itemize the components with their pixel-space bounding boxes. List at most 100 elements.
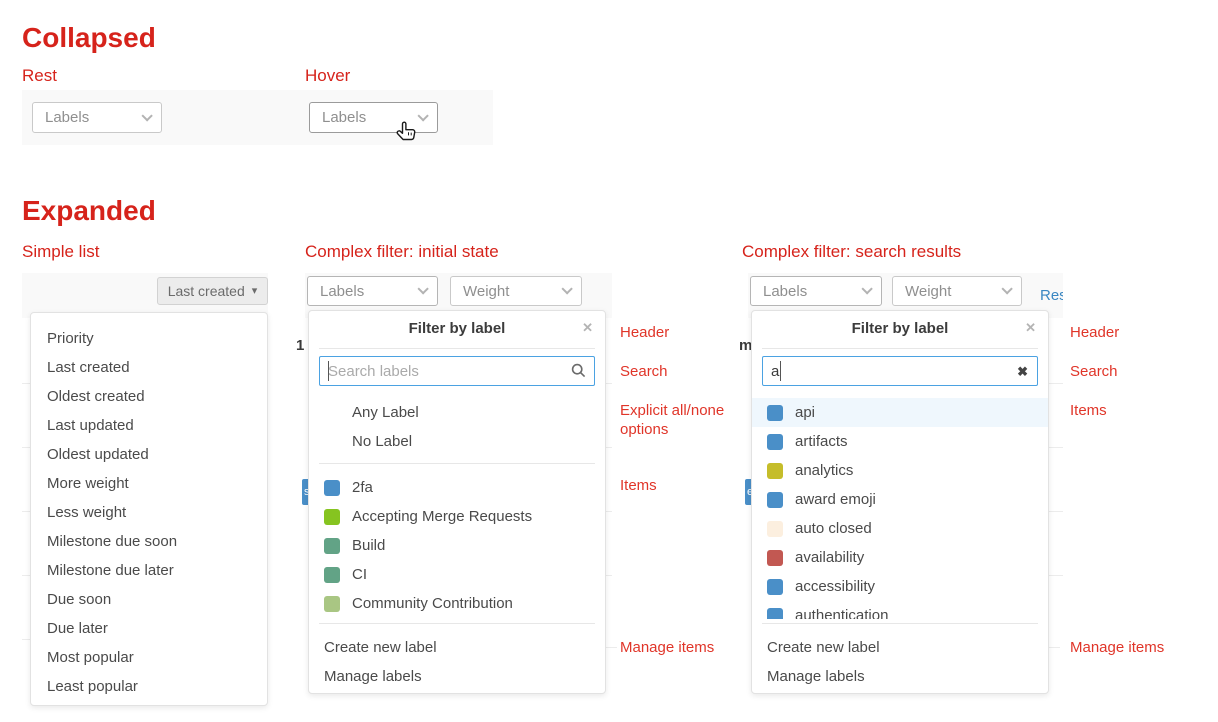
backdrop-row-line	[22, 511, 30, 512]
label-items-list: 2fa Accepting Merge Requests Build CI Co…	[309, 473, 605, 618]
label-row-highlighted[interactable]: api	[752, 398, 1048, 427]
label-color-swatch	[767, 433, 783, 450]
sort-option[interactable]: Milestone due later	[47, 562, 174, 579]
backdrop-row-line	[606, 447, 612, 448]
sort-option[interactable]: Least popular	[47, 678, 138, 695]
no-label-option[interactable]: No Label	[352, 433, 413, 450]
label-row-clipped[interactable]: authentication	[752, 601, 1048, 619]
weight-filter-label: Weight	[905, 282, 952, 300]
label-row[interactable]: accessibility	[752, 572, 1048, 601]
label-search-input[interactable]	[762, 356, 1038, 386]
label-row[interactable]: analytics	[752, 456, 1048, 485]
label-name: Accepting Merge Requests	[352, 508, 533, 525]
label-name: analytics	[795, 462, 854, 479]
close-icon[interactable]: ✕	[1025, 320, 1036, 335]
labels-dropdown-button-rest[interactable]: Labels	[32, 102, 162, 133]
any-label-option[interactable]: Any Label	[352, 404, 419, 421]
backdrop-row-line	[606, 575, 612, 576]
sort-dropdown-button[interactable]: Last created ▾	[157, 277, 268, 305]
panel-title: Filter by label	[408, 320, 506, 337]
sort-option[interactable]: Last created	[47, 359, 130, 376]
label-name: Build	[352, 537, 386, 554]
text-caret	[780, 361, 781, 381]
label-row[interactable]: Build	[309, 531, 605, 560]
sort-option[interactable]: Most popular	[47, 649, 134, 666]
filter-by-label-panel: Filter by label ✕ Any Label No Label 2fa…	[308, 310, 606, 694]
reset-link[interactable]: Res	[1040, 287, 1063, 304]
labels-filter-button[interactable]: Labels	[307, 276, 438, 306]
label-color-swatch	[324, 595, 340, 612]
labels-dropdown-label: Labels	[322, 109, 367, 126]
annotation-manage-items: Manage items	[620, 639, 715, 656]
backdrop-row-line	[22, 383, 30, 384]
weight-filter-label: Weight	[463, 282, 510, 300]
label-name: Community Contribution	[352, 595, 513, 612]
backdrop-row-line	[606, 383, 612, 384]
sort-option[interactable]: Less weight	[47, 504, 127, 521]
label-name: api	[795, 404, 816, 421]
sort-button-label: Last created	[167, 283, 245, 299]
create-new-label-item[interactable]: Create new label	[767, 639, 880, 656]
sort-option[interactable]: Oldest created	[47, 388, 145, 405]
label-search	[319, 356, 595, 386]
sort-option[interactable]: More weight	[47, 475, 129, 492]
sort-option[interactable]: Last updated	[47, 417, 134, 434]
manage-labels-item[interactable]: Manage labels	[324, 668, 422, 685]
sort-option[interactable]: Due later	[47, 620, 108, 637]
label-row[interactable]: auto closed	[752, 514, 1048, 543]
triangle-down-icon: ▾	[251, 284, 258, 297]
sort-option[interactable]: Milestone due soon	[47, 533, 178, 550]
backdrop-row-line	[1049, 383, 1063, 384]
weight-filter-button[interactable]: Weight	[892, 276, 1022, 306]
label-row[interactable]: 2fa	[309, 473, 605, 502]
panel-header: Filter by label ✕	[752, 311, 1048, 348]
label-color-swatch	[767, 549, 783, 566]
search-icon	[571, 363, 586, 378]
label-color-swatch	[767, 491, 783, 508]
panel-title: Filter by label	[851, 320, 949, 337]
labels-filter-label: Labels	[763, 282, 808, 300]
label-search: ✖	[762, 356, 1038, 386]
label-row[interactable]: availability	[752, 543, 1048, 572]
label-name: accessibility	[795, 578, 876, 595]
sort-options-panel: Priority Last created Oldest created Las…	[30, 312, 268, 706]
sort-option[interactable]: Due soon	[47, 591, 112, 608]
label-color-swatch	[324, 566, 340, 583]
text-caret	[328, 361, 329, 381]
label-color-swatch	[324, 479, 340, 496]
weight-filter-button[interactable]: Weight	[450, 276, 582, 306]
close-icon[interactable]: ✕	[582, 320, 593, 335]
manage-labels-item[interactable]: Manage labels	[767, 668, 865, 685]
label-color-swatch	[767, 404, 783, 421]
create-new-label-item[interactable]: Create new label	[324, 639, 437, 656]
background-text-fragment: m	[739, 337, 753, 354]
sort-option[interactable]: Priority	[47, 330, 94, 347]
hover-state-label: Hover	[305, 66, 351, 85]
hand-cursor-icon	[395, 120, 419, 144]
initial-state-label: Complex filter: initial state	[305, 242, 499, 261]
label-row[interactable]: Accepting Merge Requests	[309, 502, 605, 531]
panel-footer: Create new label Manage labels	[752, 633, 1048, 691]
sort-option[interactable]: Oldest updated	[47, 446, 149, 463]
labels-filter-button[interactable]: Labels	[750, 276, 882, 306]
chevron-down-icon	[141, 109, 153, 122]
labels-dropdown-button-hover[interactable]: Labels	[309, 102, 438, 133]
label-name: 2fa	[352, 479, 373, 496]
label-name: authentication	[795, 607, 889, 619]
chevron-down-icon	[561, 283, 573, 295]
simple-list-label: Simple list	[22, 242, 100, 261]
label-row[interactable]: artifacts	[752, 427, 1048, 456]
annotation-search: Search	[1070, 363, 1118, 380]
annotation-connector-line	[1049, 647, 1060, 648]
backdrop-row-line	[1049, 575, 1063, 576]
label-name: artifacts	[795, 433, 848, 450]
label-row[interactable]: award emoji	[752, 485, 1048, 514]
annotation-header: Header	[620, 324, 670, 341]
label-row[interactable]: CI	[309, 560, 605, 589]
label-search-input[interactable]	[319, 356, 595, 386]
labels-filter-label: Labels	[320, 282, 365, 300]
clear-search-icon[interactable]: ✖	[1017, 364, 1028, 379]
label-color-swatch	[767, 607, 783, 619]
backdrop-row-line	[22, 447, 30, 448]
label-row[interactable]: Community Contribution	[309, 589, 605, 618]
